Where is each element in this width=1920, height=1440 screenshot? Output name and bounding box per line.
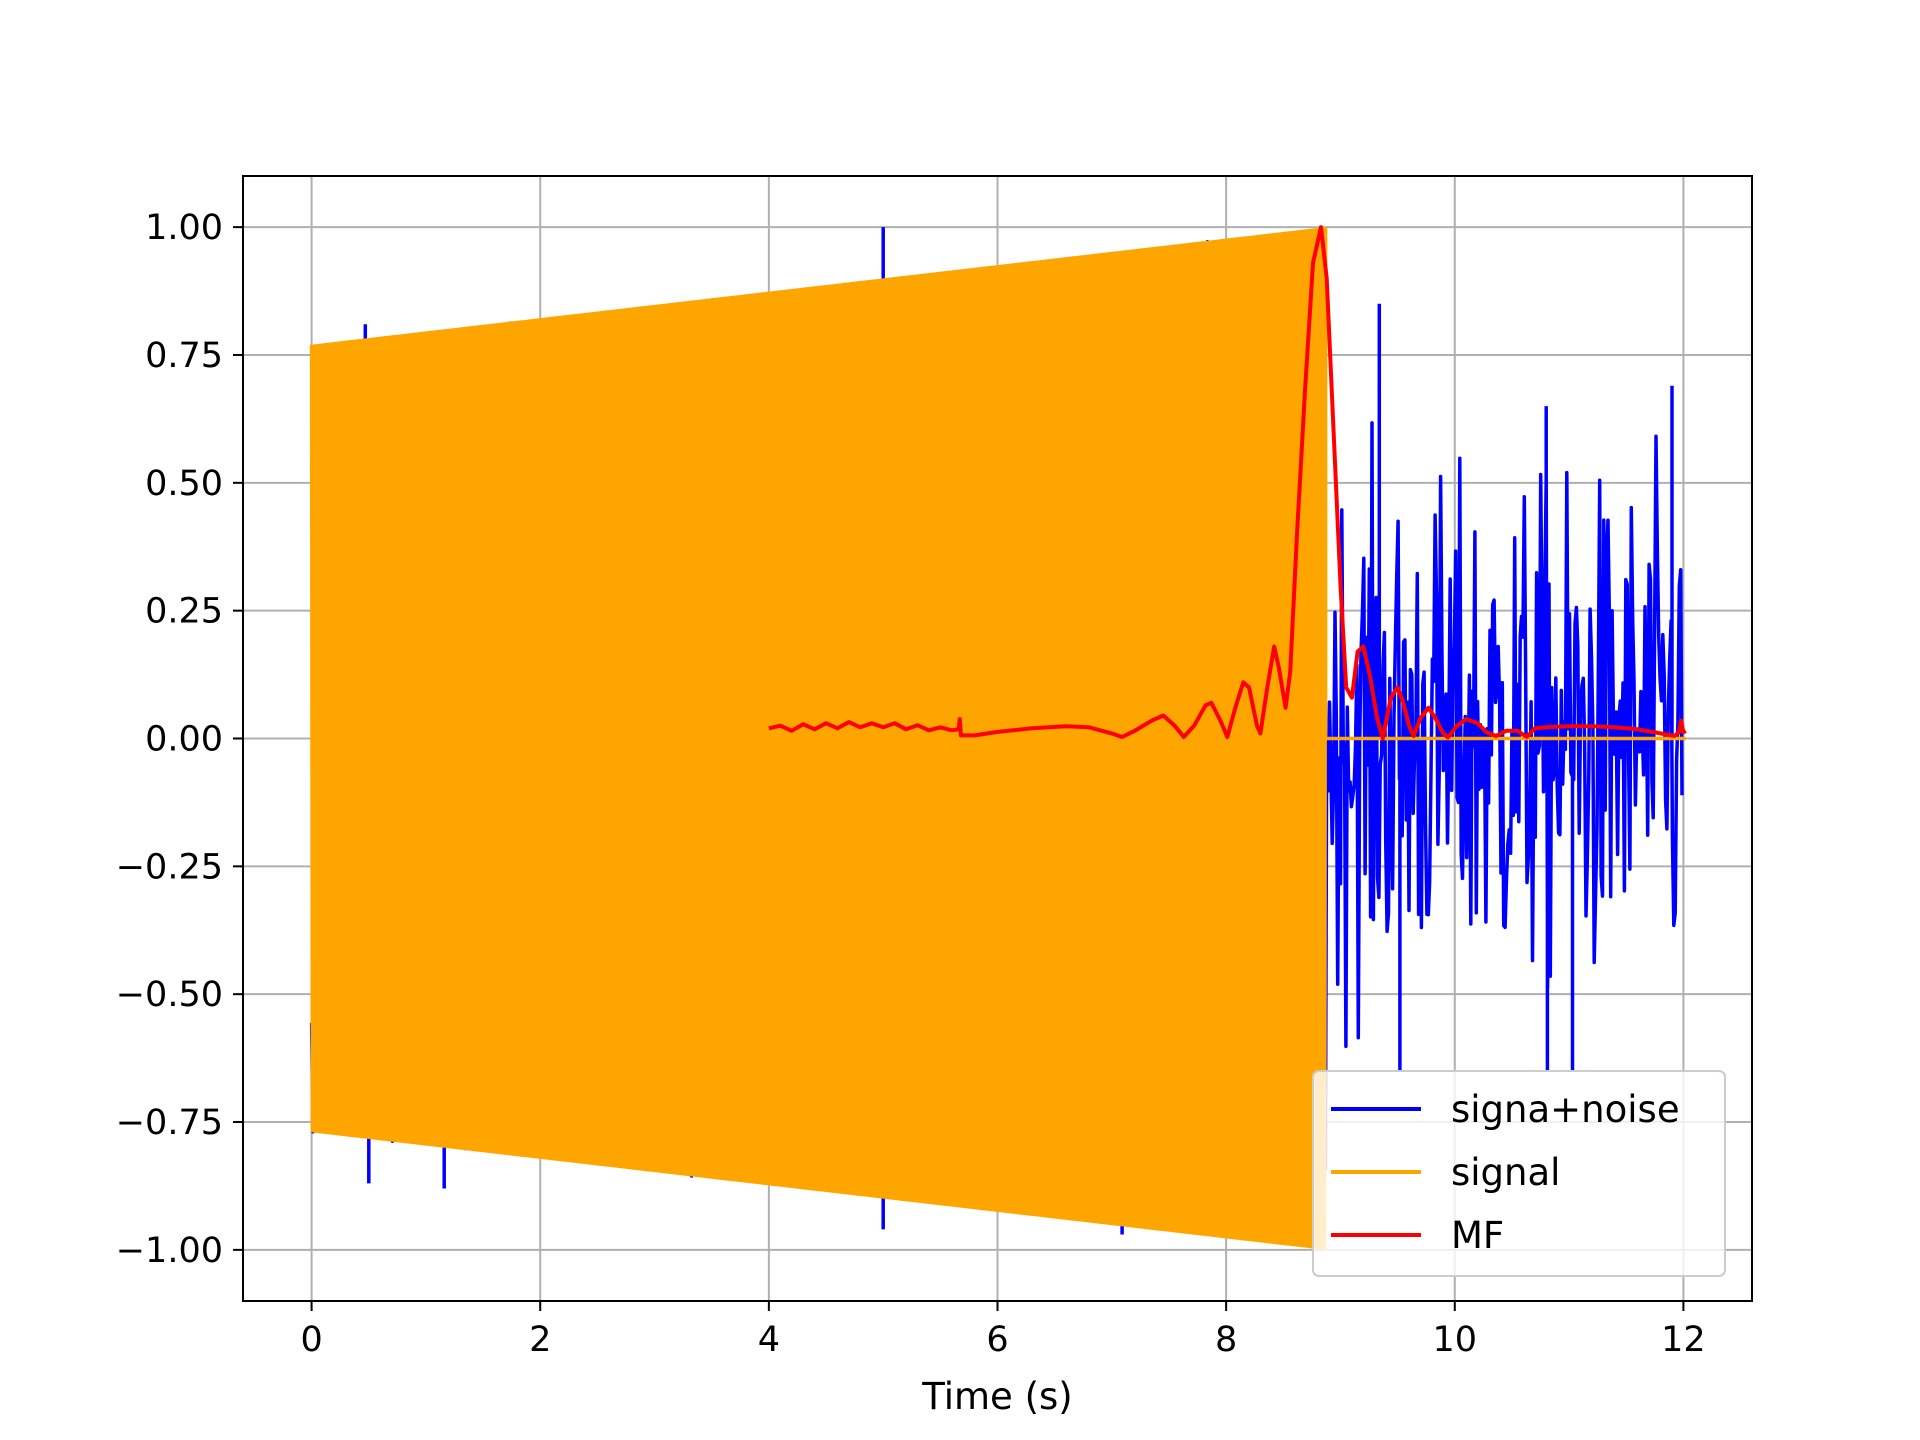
x-tick-label: 0 xyxy=(300,1320,322,1360)
series-mf-line xyxy=(768,225,1687,741)
legend: signa+noise signal MF xyxy=(1312,1070,1726,1277)
x-tick-label: 8 xyxy=(1215,1320,1237,1360)
y-tick-label: −0.25 xyxy=(116,847,223,887)
y-tick-label: −0.50 xyxy=(116,975,223,1015)
x-tick-label: 12 xyxy=(1661,1320,1706,1360)
y-tick-label: −1.00 xyxy=(116,1231,223,1271)
y-tick-label: 0.50 xyxy=(145,464,223,504)
y-tick-label: 0.25 xyxy=(145,592,223,632)
y-tick-label: −0.75 xyxy=(116,1103,223,1143)
legend-label: signa+noise xyxy=(1451,1088,1680,1131)
y-tick-label: 1.00 xyxy=(145,208,223,248)
ticks: 0 2 4 6 8 10 12 1.00 0.75 0.50 0.25 0.00 −0.25 −0.50 −… xyxy=(116,208,1706,1360)
x-axis-label: Time (s) xyxy=(921,1375,1072,1418)
series-signal-line xyxy=(309,227,1686,1250)
legend-box xyxy=(1312,1070,1726,1277)
x-tick-label: 2 xyxy=(529,1320,551,1360)
x-tick-label: 10 xyxy=(1432,1320,1477,1360)
x-tick-label: 4 xyxy=(758,1320,780,1360)
y-tick-label: 0.00 xyxy=(145,720,223,760)
x-tick-label: 6 xyxy=(986,1320,1008,1360)
plot-series xyxy=(309,225,1687,1250)
y-tick-label: 0.75 xyxy=(145,336,223,376)
legend-label: signal xyxy=(1451,1151,1560,1194)
legend-label: MF xyxy=(1451,1214,1504,1257)
